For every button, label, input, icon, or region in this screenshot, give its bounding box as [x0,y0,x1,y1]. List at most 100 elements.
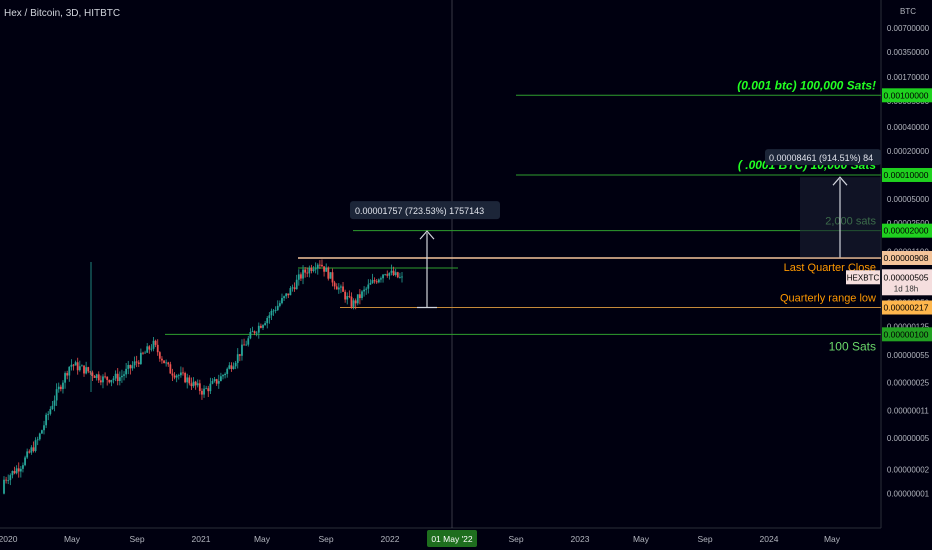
candle [167,362,170,365]
candle [182,372,184,374]
candle [87,367,90,372]
candle [116,373,119,382]
candle [371,280,374,284]
candle [30,447,33,453]
candle [230,365,233,369]
candle [114,373,117,379]
candle [95,374,98,378]
price-axis-label-box [882,88,932,103]
candle [7,480,10,481]
candle [97,374,100,381]
price-axis-label-box [882,327,932,342]
candle [224,373,227,376]
x-tick-label: 2022 [381,534,400,544]
candle [270,310,273,316]
candle [161,358,163,361]
candle [154,340,157,345]
candle [51,405,54,410]
candle [59,386,62,390]
candle [156,344,159,353]
candle [295,279,298,290]
candle [352,300,355,307]
candle [390,270,393,273]
candle [207,388,210,392]
candle [201,390,203,395]
candle [333,282,336,287]
candle [297,274,300,280]
x-tick-label: Sep [697,534,712,544]
candle [276,305,279,311]
candle [47,413,50,415]
candle [401,276,403,278]
candle [64,373,66,383]
candle [211,380,214,384]
candle [152,340,155,349]
candle [361,291,363,299]
candle [213,379,216,381]
candle [131,365,134,369]
candle [26,451,29,458]
candle [388,272,391,276]
candle [142,352,144,354]
y-tick-label: 0.00700000 [887,24,930,33]
candle [306,272,309,274]
price-axis-label: 0.00000908 [884,253,929,263]
candle [321,264,323,267]
candle [36,439,39,441]
candle [137,362,140,364]
price-axis-label: 0.00100000 [884,90,929,100]
candle [260,325,262,328]
candle [226,368,229,374]
candle [394,272,397,276]
candle [53,400,56,406]
candle [340,286,342,288]
candle [375,281,378,283]
candle [209,383,212,392]
chart-title: Hex / Bitcoin, 3D, HITBTC [4,8,121,19]
y-tick-label: 0.00000025 [887,378,930,387]
candle [192,381,195,387]
x-tick-label: 2021 [192,534,211,544]
candle [45,414,48,426]
current-price-label: 0.00000505 [884,272,929,282]
candle [184,373,187,383]
candle [125,368,128,375]
candle [312,269,315,271]
candle [268,315,271,319]
candle [198,383,201,391]
candle [302,269,304,279]
axis-currency-label: BTC [900,7,916,16]
candle [196,383,199,386]
candle [13,470,16,474]
candle [102,376,104,383]
candle [169,364,172,374]
candle [70,364,73,367]
candle [222,375,224,377]
candle [350,296,353,307]
x-tick-label: 2020 [0,534,18,544]
candle [382,274,384,279]
candle [163,360,165,364]
candle [41,430,43,434]
candle [129,364,132,369]
candle [335,286,338,290]
candle [384,274,387,276]
candle [108,379,111,383]
candle [49,409,52,414]
price-axis-label-box [882,250,932,265]
candle [262,325,264,328]
candle [232,366,235,369]
candle [146,346,149,353]
candle [344,291,347,300]
candle [139,352,142,364]
x-tick-label: 2024 [760,534,779,544]
y-tick-label: 0.00005000 [887,195,930,204]
candle [272,310,275,312]
level-label: (0.001 btc) 100,000 Sats! [737,78,876,92]
candle [243,344,245,346]
candle [133,361,136,366]
candle [19,468,22,472]
candle [93,376,96,378]
candle [327,267,330,279]
